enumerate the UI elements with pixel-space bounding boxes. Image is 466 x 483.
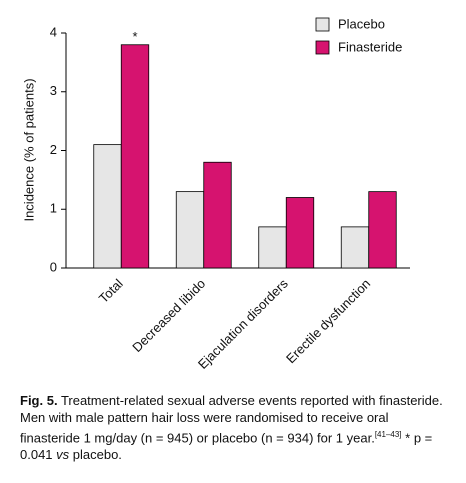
bar [175,191,205,269]
caption-note-end: placebo. [69,447,122,463]
y-tick-label: 0 [50,259,57,274]
y-tick-label: 3 [50,83,57,98]
x-tick-label: Decreased libido [129,276,208,355]
y-axis-label: Incidence (% of patients) [21,78,36,221]
y-tick-label: 4 [50,24,57,39]
caption-reference: [41–43] [374,430,402,439]
y-tick-label: 1 [50,201,57,216]
legend-swatch [315,40,330,55]
x-tick-label: Erectile dysfunction [283,276,373,366]
bar [93,144,122,269]
legend-label: Placebo [338,16,385,31]
caption-emphasis: vs [56,447,70,463]
legend-label: Finasteride [338,39,402,54]
legend-swatch [315,17,330,32]
caption-text: Treatment-related sexual adverse events … [20,393,443,446]
y-tick-label: 2 [50,142,57,157]
bar [285,197,315,269]
caption: Fig. 5. Treatment-related sexual adverse… [20,392,450,463]
bar [120,44,150,269]
caption-label: Fig. 5. [20,393,58,408]
annotation: * [132,29,137,44]
bar [340,226,370,269]
bar [203,161,232,269]
chart: Incidence (% of patients) 0 1 2 3 4 Total Decr… [21,16,410,372]
bar [368,191,397,269]
caption-note: * p = 0.041 [20,430,433,463]
bar [258,226,287,269]
x-tick-label: Ejaculation disorders [195,276,291,372]
x-tick-label: Total [96,276,126,306]
